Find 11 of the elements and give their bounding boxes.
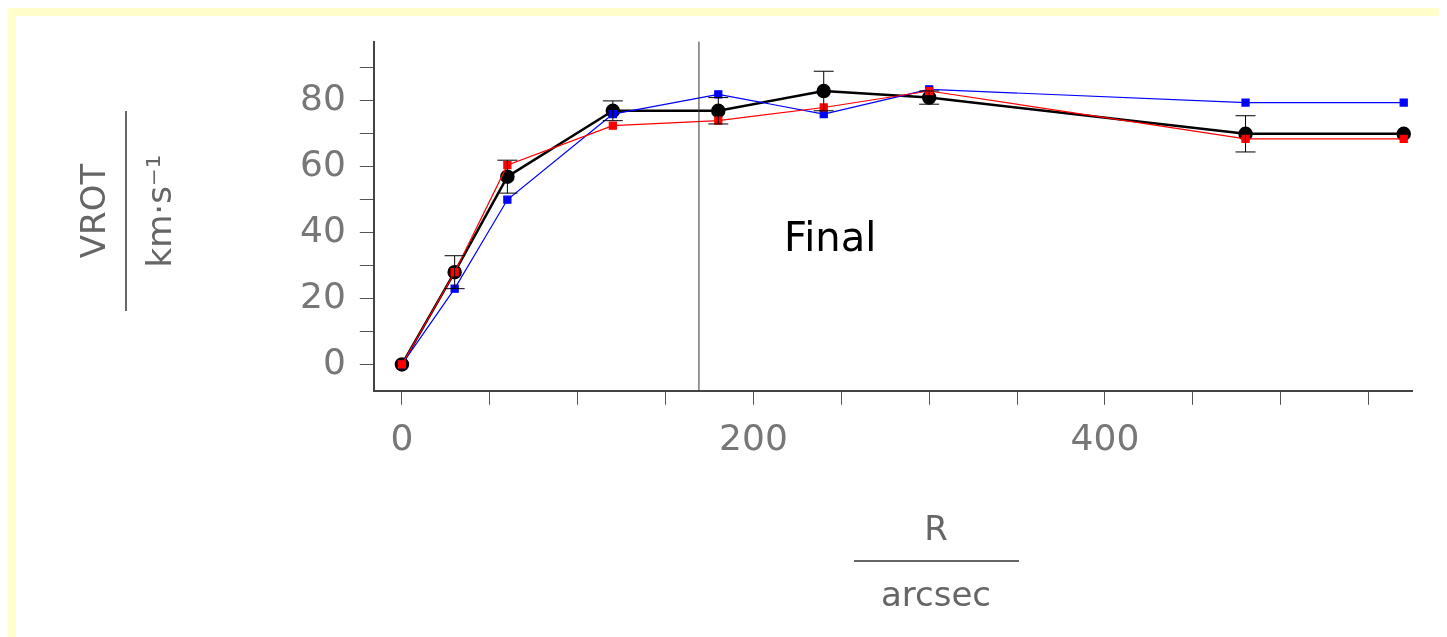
x-tick-label: 400 [1070, 416, 1140, 458]
x-tick-label: 200 [719, 416, 788, 458]
x-tick-label: 0 [390, 416, 414, 458]
y-tick-label: 60 [300, 143, 346, 185]
y-tick-label: 20 [300, 274, 346, 316]
annotation: Final [784, 214, 877, 261]
x-axis-title: R arcsec [880, 507, 992, 617]
y-tick-label: 80 [300, 77, 346, 119]
y-tick-label: 0 [322, 340, 346, 382]
y-axis-title: VROT km·s⁻¹ [71, 154, 180, 268]
y-tick-label: 40 [300, 209, 346, 251]
